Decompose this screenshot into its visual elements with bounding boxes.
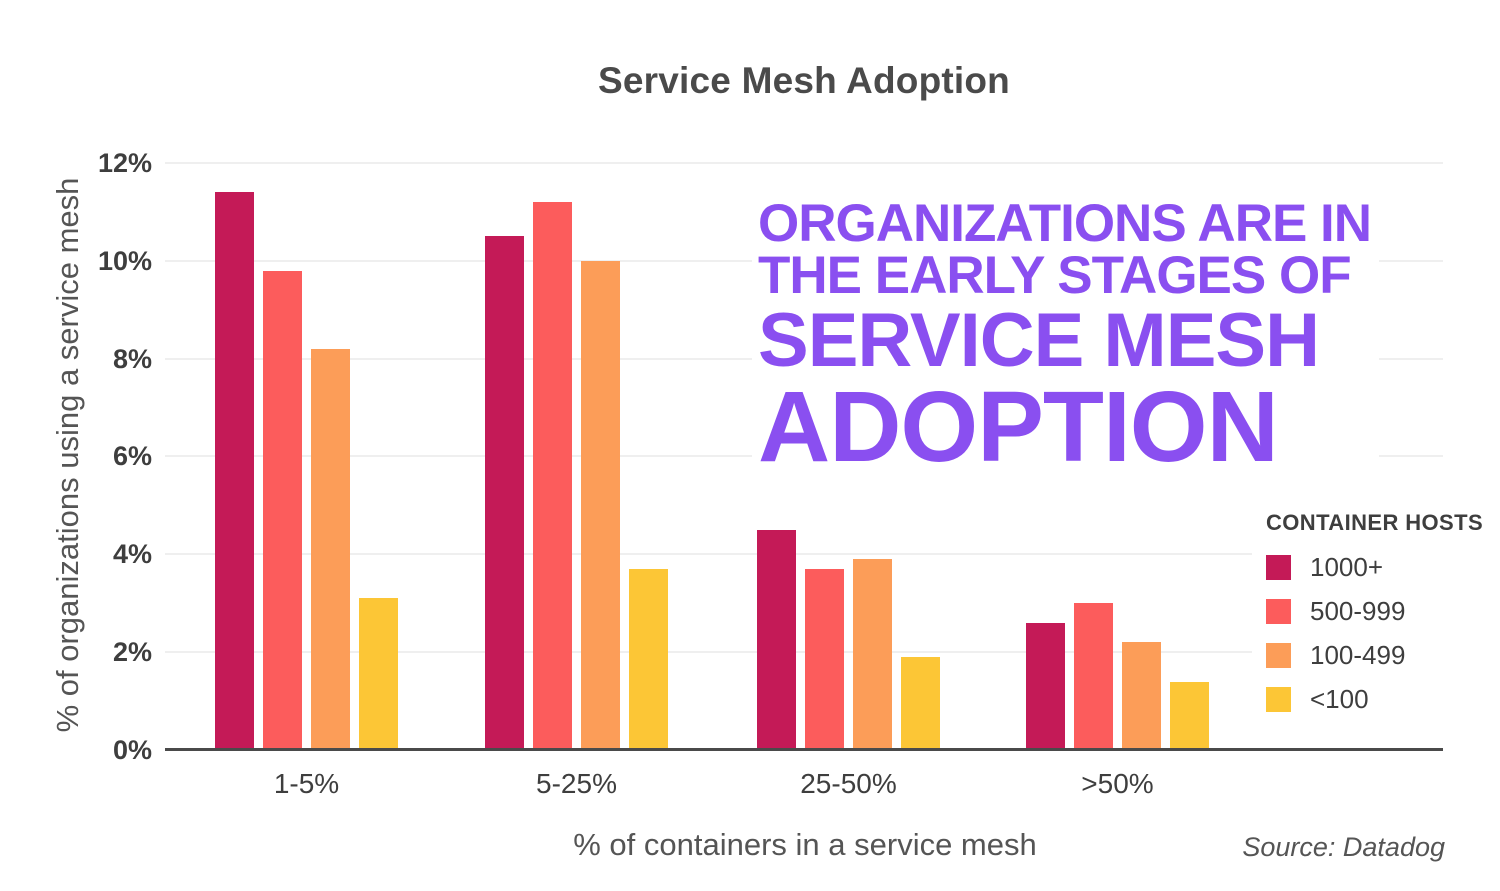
bar-1000+->50% [1026, 623, 1065, 750]
bar-100-499-1-5% [311, 349, 350, 750]
bar-1000+-5-25% [485, 236, 524, 750]
legend-item-1000+: 1000+ [1266, 552, 1483, 583]
legend-swatch-icon [1266, 643, 1291, 668]
bar-500-999-5-25% [533, 202, 572, 750]
chart-title: Service Mesh Adoption [598, 60, 1010, 101]
legend-item-500-999: 500-999 [1266, 596, 1483, 627]
y-tick-label-0%: 0% [112, 735, 152, 765]
bar-500-999-25-50% [805, 569, 844, 750]
headline-line-1: ORGANIZATIONS ARE IN [758, 194, 1372, 253]
bar-<100-1-5% [359, 598, 398, 750]
bar-1000+-25-50% [757, 530, 796, 750]
legend-label: 1000+ [1310, 552, 1384, 582]
legend-label: <100 [1310, 684, 1369, 714]
y-tick-label-4%: 4% [112, 539, 152, 569]
headline-line-3: SERVICE MESH [758, 298, 1320, 383]
legend-swatch-icon [1266, 555, 1291, 580]
headline-line-2: THE EARLY STAGES OF [758, 246, 1352, 305]
bar-<100-25-50% [901, 657, 940, 750]
bar-500-999-1-5% [263, 271, 302, 750]
legend-label: 100-499 [1310, 640, 1406, 670]
legend-title: CONTAINER HOSTS [1266, 510, 1484, 535]
y-tick-label-8%: 8% [112, 344, 152, 374]
headline-text: ORGANIZATIONS ARE IN THE EARLY STAGES OF… [752, 194, 1380, 483]
x-tick-label-5-25%: 5-25% [536, 768, 617, 799]
bar-100-499->50% [1122, 642, 1161, 750]
bar-100-499-25-50% [853, 559, 892, 750]
headline-line-4: ADOPTION [758, 371, 1279, 483]
bar-1000+-1-5% [215, 192, 254, 750]
bar-<100->50% [1170, 682, 1209, 750]
x-tick-label-25-50%: 25-50% [800, 768, 897, 799]
legend-swatch-icon [1266, 599, 1291, 624]
gridline-4% [165, 553, 1443, 555]
legend-swatch-icon [1266, 687, 1291, 712]
x-tick-label->50%: >50% [1081, 768, 1154, 799]
y-tick-label-2%: 2% [112, 637, 152, 667]
bar-<100-5-25% [629, 569, 668, 750]
legend-item-100-499: 100-499 [1266, 640, 1483, 671]
y-tick-label-6%: 6% [112, 441, 152, 471]
source-attribution: Source: Datadog [1242, 832, 1445, 862]
bar-100-499-5-25% [581, 261, 620, 750]
bar-500-999->50% [1074, 603, 1113, 750]
gridline-2% [165, 651, 1443, 653]
x-axis-title: % of containers in a service mesh [573, 827, 1037, 862]
legend-item-<100: <100 [1266, 684, 1483, 715]
legend-label: 500-999 [1310, 596, 1406, 626]
y-tick-label-10%: 10% [97, 246, 152, 276]
y-axis-title: % of organizations using a service mesh [50, 177, 85, 733]
y-tick-label-12%: 12% [97, 148, 152, 178]
x-tick-label-1-5%: 1-5% [273, 768, 340, 799]
legend: CONTAINER HOSTS 1000+ 500-999 100-499 <100 [1252, 500, 1498, 736]
x-axis-line [165, 748, 1443, 751]
gridline-12% [165, 162, 1443, 164]
